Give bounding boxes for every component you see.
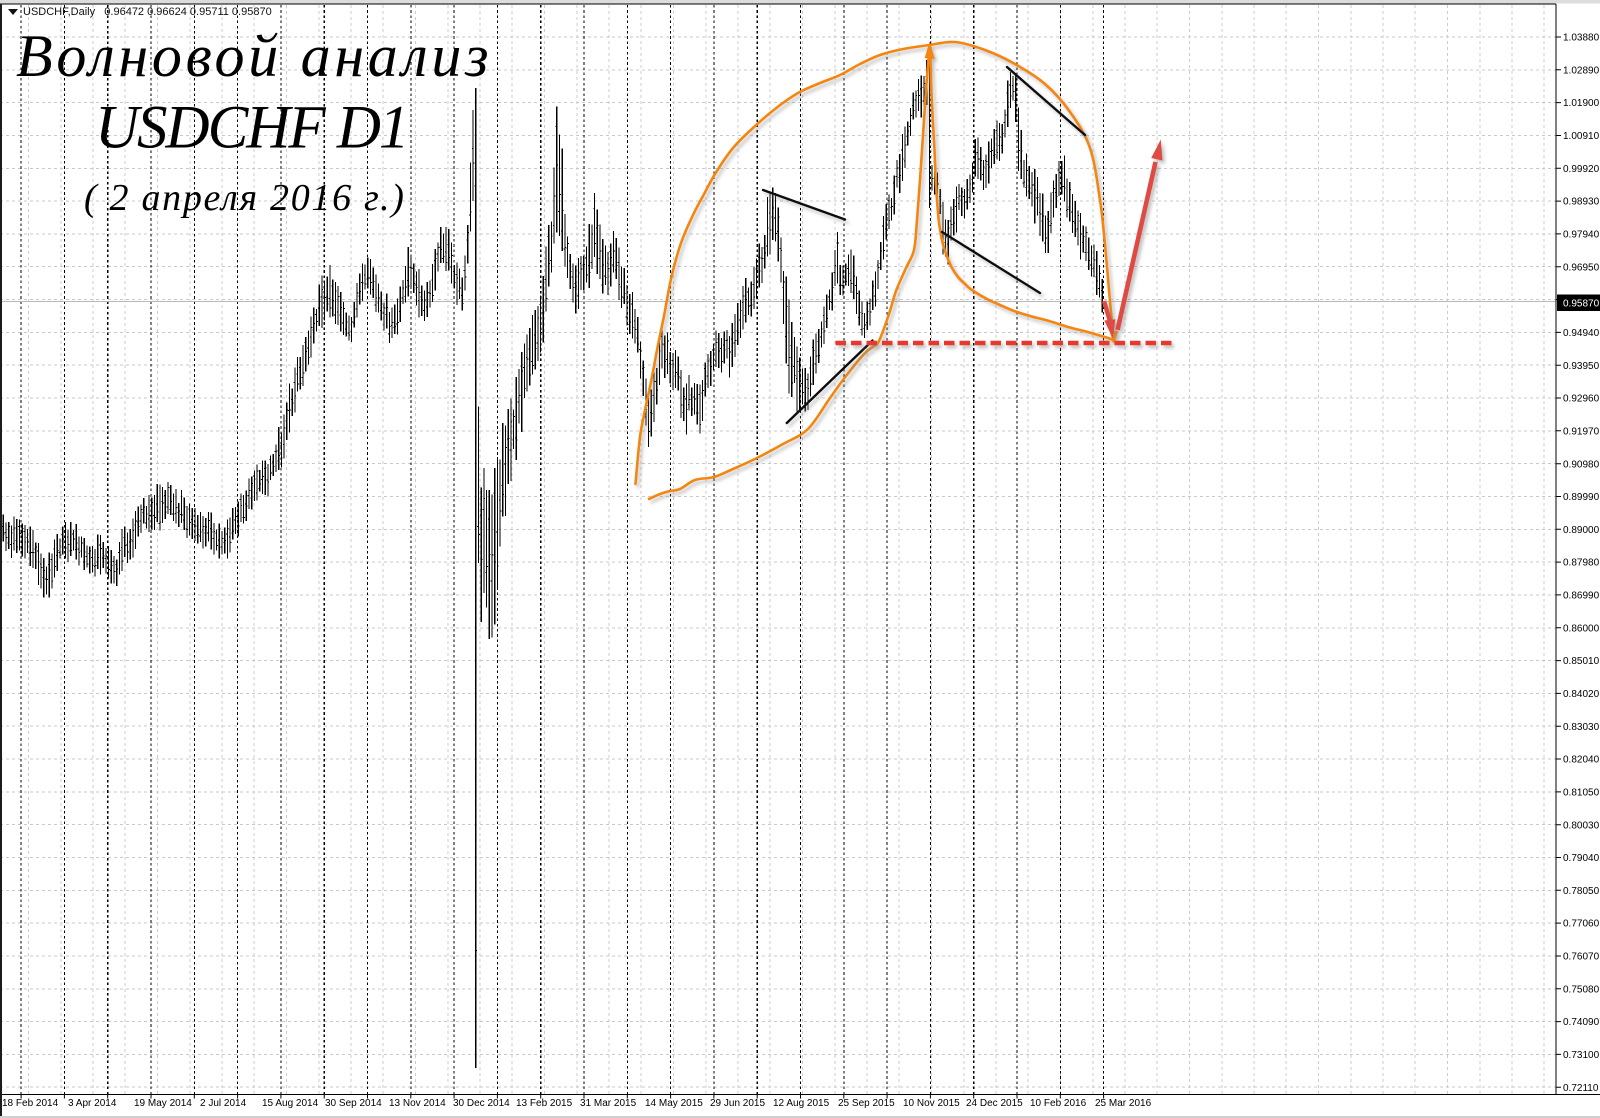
svg-text:29 Jun 2015: 29 Jun 2015 <box>710 1098 765 1109</box>
svg-text:0.77060: 0.77060 <box>1563 919 1600 930</box>
svg-text:USDCHF D1: USDCHF D1 <box>95 95 407 162</box>
svg-text:0.82040: 0.82040 <box>1563 755 1600 766</box>
svg-text:0.92960: 0.92960 <box>1563 394 1600 405</box>
svg-text:0.91970: 0.91970 <box>1563 426 1600 437</box>
svg-text:0.89990: 0.89990 <box>1563 492 1600 503</box>
svg-text:31 Mar 2015: 31 Mar 2015 <box>580 1098 637 1109</box>
svg-text:0.95870: 0.95870 <box>1563 299 1600 310</box>
svg-text:1.00910: 1.00910 <box>1563 131 1600 142</box>
svg-text:0.86000: 0.86000 <box>1563 623 1600 634</box>
svg-text:25 Sep 2015: 25 Sep 2015 <box>838 1098 895 1109</box>
svg-text:2 Jul 2014: 2 Jul 2014 <box>200 1098 247 1109</box>
svg-text:25 Mar 2016: 25 Mar 2016 <box>1095 1098 1152 1109</box>
svg-text:3 Apr 2014: 3 Apr 2014 <box>68 1098 117 1109</box>
svg-text:0.84020: 0.84020 <box>1563 689 1600 700</box>
svg-text:0.74090: 0.74090 <box>1563 1017 1600 1028</box>
svg-text:10 Nov 2015: 10 Nov 2015 <box>903 1098 960 1109</box>
svg-text:0.93950: 0.93950 <box>1563 361 1600 372</box>
svg-text:30 Sep 2014: 30 Sep 2014 <box>325 1098 382 1109</box>
svg-text:1.01900: 1.01900 <box>1563 98 1600 109</box>
svg-text:12 Aug 2015: 12 Aug 2015 <box>773 1098 830 1109</box>
svg-text:0.78050: 0.78050 <box>1563 886 1600 897</box>
svg-text:1.03880: 1.03880 <box>1563 33 1600 44</box>
svg-text:0.90980: 0.90980 <box>1563 459 1600 470</box>
svg-text:10 Feb 2016: 10 Feb 2016 <box>1030 1098 1087 1109</box>
svg-text:Волновой анализ: Волновой анализ <box>16 23 492 89</box>
svg-text:( 2 апреля 2016 г.): ( 2 апреля 2016 г.) <box>84 177 406 219</box>
svg-text:0.76070: 0.76070 <box>1563 952 1600 963</box>
svg-text:0.99920: 0.99920 <box>1563 164 1600 175</box>
svg-text:USDCHF,Daily 0.96472 0.96624: USDCHF,Daily 0.96472 0.96624 0.95711 0.9… <box>23 6 272 18</box>
svg-text:0.89000: 0.89000 <box>1563 525 1600 536</box>
svg-text:13 Feb 2015: 13 Feb 2015 <box>516 1098 573 1109</box>
svg-text:0.79040: 0.79040 <box>1563 853 1600 864</box>
svg-text:0.83030: 0.83030 <box>1563 722 1600 733</box>
svg-text:0.98930: 0.98930 <box>1563 197 1600 208</box>
svg-text:0.86990: 0.86990 <box>1563 591 1600 602</box>
svg-text:0.73100: 0.73100 <box>1563 1050 1600 1061</box>
svg-text:15 Aug 2014: 15 Aug 2014 <box>262 1098 319 1109</box>
svg-text:0.81050: 0.81050 <box>1563 788 1600 799</box>
svg-text:0.96950: 0.96950 <box>1563 262 1600 273</box>
svg-text:0.80030: 0.80030 <box>1563 820 1600 831</box>
svg-text:30 Dec 2014: 30 Dec 2014 <box>453 1098 510 1109</box>
svg-text:14 May 2015: 14 May 2015 <box>645 1098 703 1109</box>
svg-text:0.94940: 0.94940 <box>1563 328 1600 339</box>
svg-text:0.75080: 0.75080 <box>1563 984 1600 995</box>
svg-text:0.87980: 0.87980 <box>1563 558 1600 569</box>
svg-text:24 Dec 2015: 24 Dec 2015 <box>966 1098 1023 1109</box>
svg-text:18 Feb 2014: 18 Feb 2014 <box>2 1098 59 1109</box>
svg-text:0.85010: 0.85010 <box>1563 656 1600 667</box>
svg-text:1.02890: 1.02890 <box>1563 65 1600 76</box>
svg-text:0.72110: 0.72110 <box>1563 1083 1599 1094</box>
svg-text:0.97940: 0.97940 <box>1563 230 1600 241</box>
svg-text:13 Nov 2014: 13 Nov 2014 <box>389 1098 446 1109</box>
svg-text:19 May 2014: 19 May 2014 <box>134 1098 192 1109</box>
